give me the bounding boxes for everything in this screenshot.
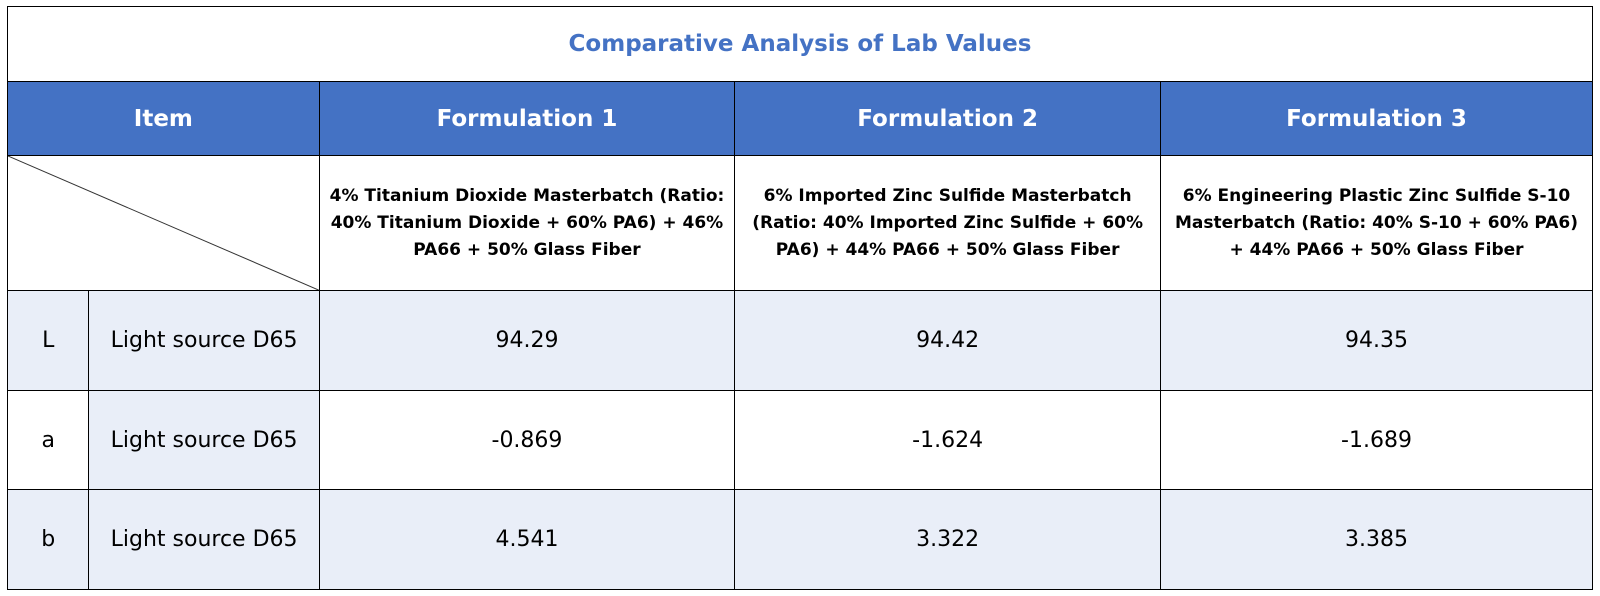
description-formulation-1: 4% Titanium Dioxide Masterbatch (Ratio: … bbox=[318, 155, 736, 292]
cell-value: -1.624 bbox=[734, 389, 1162, 491]
lab-values-table: Comparative Analysis of Lab Values Item … bbox=[6, 5, 1593, 590]
header-formulation-3: Formulation 3 bbox=[1160, 81, 1593, 157]
cell-value: 94.35 bbox=[1160, 290, 1593, 391]
cell-value: -1.689 bbox=[1160, 389, 1593, 491]
table-title: Comparative Analysis of Lab Values bbox=[7, 5, 1593, 83]
description-formulation-2: 6% Imported Zinc Sulfide Masterbatch (Ra… bbox=[734, 155, 1162, 292]
cell-value: -0.869 bbox=[318, 389, 736, 491]
row-condition: Light source D65 bbox=[88, 389, 320, 491]
header-item: Item bbox=[7, 81, 320, 157]
cell-value: 4.541 bbox=[318, 489, 736, 590]
header-row: Item Formulation 1 Formulation 2 Formula… bbox=[7, 81, 1593, 157]
row-symbol: L bbox=[6, 290, 90, 391]
lab-values-sheet: Comparative Analysis of Lab Values Item … bbox=[6, 5, 1593, 590]
table-row: L Light source D65 94.29 94.42 94.35 bbox=[6, 290, 1593, 391]
header-formulation-1: Formulation 1 bbox=[318, 81, 736, 157]
row-symbol: b bbox=[6, 489, 90, 590]
description-formulation-3: 6% Engineering Plastic Zinc Sulfide S-10… bbox=[1160, 155, 1593, 292]
table-row: b Light source D65 4.541 3.322 3.385 bbox=[6, 489, 1593, 590]
row-condition: Light source D65 bbox=[88, 489, 320, 590]
cell-value: 94.29 bbox=[318, 290, 736, 391]
description-row: 4% Titanium Dioxide Masterbatch (Ratio: … bbox=[7, 155, 1593, 292]
table-row: a Light source D65 -0.869 -1.624 -1.689 bbox=[6, 389, 1593, 491]
cell-value: 3.385 bbox=[1160, 489, 1593, 590]
diagonal-cell bbox=[7, 155, 320, 292]
diagonal-line bbox=[8, 156, 319, 290]
row-symbol: a bbox=[6, 389, 90, 491]
header-formulation-2: Formulation 2 bbox=[734, 81, 1162, 157]
row-condition: Light source D65 bbox=[88, 290, 320, 391]
cell-value: 94.42 bbox=[734, 290, 1162, 391]
cell-value: 3.322 bbox=[734, 489, 1162, 590]
